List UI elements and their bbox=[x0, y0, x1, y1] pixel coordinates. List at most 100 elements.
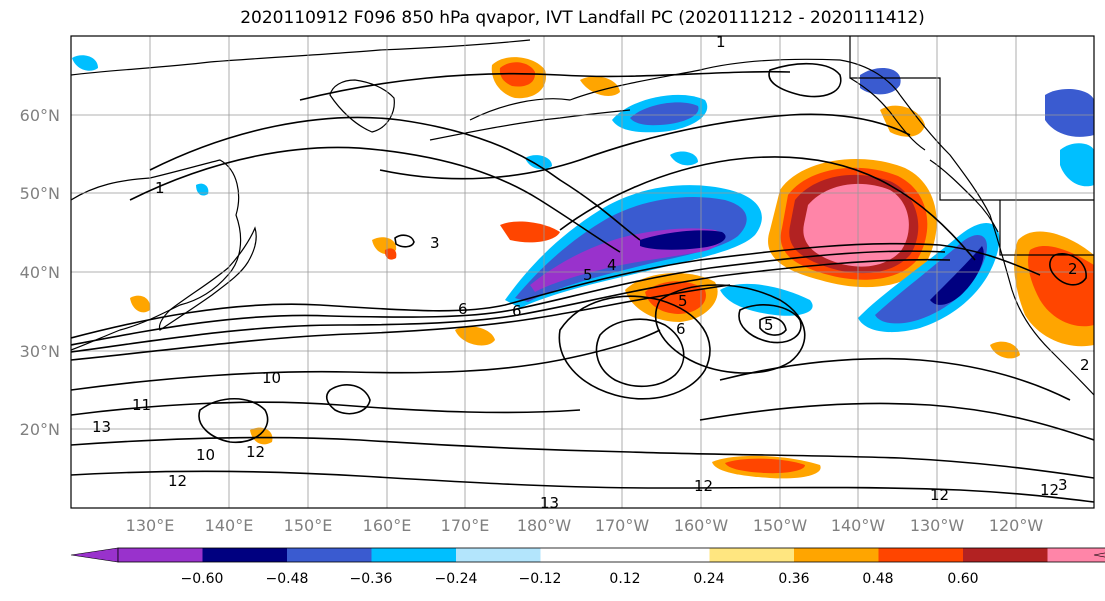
contour-alaska bbox=[559, 156, 976, 261]
alaska-coastline bbox=[469, 58, 901, 121]
contour-label: 1 bbox=[716, 33, 726, 51]
contour-label: 11 bbox=[132, 396, 151, 414]
lon-label: 160°E bbox=[363, 516, 412, 535]
contour-jet-3 bbox=[71, 258, 951, 353]
contour-label: 6 bbox=[676, 320, 686, 338]
colorbar-ticks: −0.60 −0.48 −0.36 −0.24 −0.12 0.12 0.24 … bbox=[181, 571, 979, 587]
lon-label: 180°W bbox=[517, 516, 572, 535]
contour-label: 12 bbox=[168, 472, 187, 490]
canada-border bbox=[849, 36, 1094, 201]
contour-label: 3 bbox=[430, 234, 440, 252]
colorbar-tick-label: 0.24 bbox=[693, 571, 724, 587]
contour-small-2 bbox=[1049, 253, 1087, 286]
contour-north-2 bbox=[129, 146, 621, 253]
lat-label-30n: 30°N bbox=[20, 342, 60, 361]
contour-label: 2 bbox=[1080, 356, 1090, 374]
south-positive-anomaly-core bbox=[725, 458, 805, 474]
positive-anomaly-blob-core bbox=[803, 183, 909, 267]
colorbar-cell bbox=[202, 548, 288, 562]
canada-negative-anomaly bbox=[860, 67, 901, 95]
contour-north-3 bbox=[379, 113, 911, 180]
contour-label: 13 bbox=[92, 418, 111, 436]
contour-loop-4 bbox=[738, 304, 802, 344]
colorbar-cells bbox=[70, 547, 1105, 563]
lat-label-20n: 20°N bbox=[20, 420, 60, 439]
small-positive-8 bbox=[250, 427, 273, 445]
colorbar: −0.60 −0.48 −0.36 −0.24 −0.12 0.12 0.24 … bbox=[70, 547, 1105, 587]
contour-jet-2 bbox=[71, 250, 946, 346]
contour-label: 6 bbox=[512, 302, 522, 320]
shaded-anomaly-fields bbox=[72, 55, 1094, 479]
contour-small-3 bbox=[759, 316, 787, 336]
contour-east-3 bbox=[768, 62, 842, 98]
contour-loop-2 bbox=[595, 318, 685, 388]
contour-label: 5 bbox=[764, 316, 774, 334]
colorbar-frame bbox=[117, 547, 1105, 563]
coastal-negative-anomaly-mid bbox=[875, 235, 988, 324]
north-negative-anomaly-mid bbox=[630, 102, 699, 126]
small-positive-6 bbox=[580, 76, 620, 96]
small-positive-1 bbox=[500, 221, 560, 243]
colorbar-cell bbox=[794, 548, 879, 562]
colorbar-tick-label: −0.12 bbox=[519, 571, 562, 587]
contour-label: 10 bbox=[196, 446, 215, 464]
kamchatka-coastline bbox=[329, 79, 395, 133]
contour-label: 6 bbox=[458, 300, 468, 318]
colorbar-cell bbox=[709, 548, 795, 562]
gridlines bbox=[71, 36, 1094, 508]
contour-label: 13 bbox=[540, 494, 559, 512]
contour-label: 3 bbox=[1058, 476, 1068, 494]
contour-subtrop-2 bbox=[71, 401, 581, 416]
colorbar-extend-max bbox=[1093, 552, 1105, 558]
lat-label-40n: 40°N bbox=[20, 263, 60, 282]
colorbar-cell bbox=[118, 548, 203, 562]
contour-label: 5 bbox=[583, 266, 593, 284]
lon-label: 170°W bbox=[595, 516, 650, 535]
contour-loop-1 bbox=[558, 295, 711, 400]
colorbar-tick-label: 0.12 bbox=[609, 571, 640, 587]
east-negative-anomaly bbox=[1045, 88, 1094, 137]
contour-label: 12 bbox=[930, 486, 949, 504]
longitude-labels: 130°E 140°E 150°E 160°E 170°E 180°W 170°… bbox=[126, 516, 1044, 535]
contour-label: 12 bbox=[246, 443, 265, 461]
colorbar-cell bbox=[540, 548, 626, 562]
contour-label: 12 bbox=[694, 477, 713, 495]
contour-east-1 bbox=[719, 357, 1071, 401]
negative-anomaly-band-navy bbox=[640, 230, 726, 250]
map-panel: 1 1 3 4 5 6 6 5 6 5 10 11 13 12 12 10 12… bbox=[71, 33, 1094, 512]
contour-label: 5 bbox=[678, 292, 688, 310]
colorbar-cell bbox=[625, 548, 710, 562]
lon-label: 140°E bbox=[205, 516, 254, 535]
contour-labels: 1 1 3 4 5 6 6 5 6 5 10 11 13 12 12 10 12… bbox=[92, 33, 1090, 512]
us-border bbox=[999, 200, 1094, 256]
latitude-labels: 60°N 50°N 40°N 30°N 20°N bbox=[20, 106, 60, 439]
contour-small-1 bbox=[394, 234, 415, 248]
small-negative-4 bbox=[196, 183, 209, 196]
colorbar-extend-min bbox=[70, 547, 119, 563]
bc-coast bbox=[929, 159, 999, 233]
contour-label: 2 bbox=[1068, 260, 1078, 278]
east-negative-anomaly-2 bbox=[1060, 143, 1094, 187]
contour-jet-4 bbox=[71, 284, 731, 361]
arctic-coastline bbox=[71, 39, 531, 76]
colorbar-tick-label: 0.60 bbox=[947, 571, 978, 587]
ivt-contours bbox=[71, 62, 1094, 503]
map-frame bbox=[70, 35, 1095, 509]
small-positive-3 bbox=[384, 248, 397, 260]
colorbar-tick-label: −0.36 bbox=[350, 571, 393, 587]
contour-loop-3 bbox=[655, 284, 806, 374]
colorbar-cell bbox=[371, 548, 457, 562]
lon-label: 120°W bbox=[989, 516, 1044, 535]
lon-label: 150°W bbox=[753, 516, 808, 535]
contour-label: 10 bbox=[262, 369, 281, 387]
coastal-negative-anomaly-core bbox=[930, 246, 984, 305]
small-negative-3 bbox=[670, 151, 698, 166]
contour-west-loop bbox=[198, 398, 269, 444]
colorbar-tick-label: −0.48 bbox=[266, 571, 309, 587]
colorbar-tick-label: 0.36 bbox=[778, 571, 809, 587]
coastlines bbox=[71, 36, 1094, 396]
map-title: 2020110912 F096 850 hPa qvapor, IVT Land… bbox=[240, 8, 925, 28]
colorbar-tick-label: −0.60 bbox=[181, 571, 224, 587]
small-positive-7 bbox=[130, 295, 151, 313]
